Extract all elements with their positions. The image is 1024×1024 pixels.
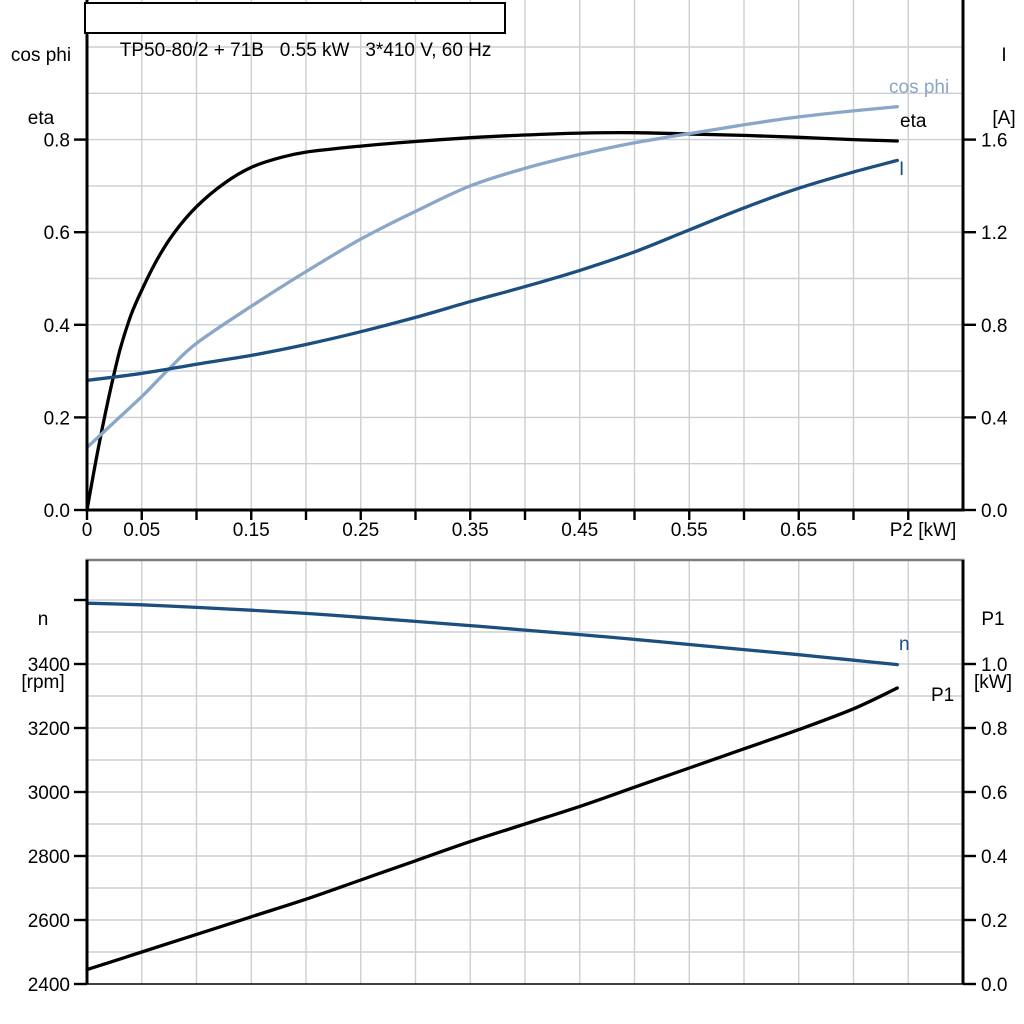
- chart-title: TP50-80/2 + 71B 0.55 kW 3*410 V, 60 Hz: [119, 40, 492, 61]
- eta-curve-label: eta: [900, 111, 927, 132]
- bottom-right-axis-header: P1 [kW]: [966, 567, 1020, 735]
- speed-curve-label: n: [899, 634, 910, 655]
- right-tick-label: 0.4: [981, 408, 1008, 429]
- curve-eta: [85, 130, 899, 512]
- left-tick-label: 0.2: [44, 408, 70, 429]
- right-tick-label: 0.8: [981, 316, 1007, 337]
- x-tick-label: 0.05: [123, 520, 160, 541]
- left-tick-label: 3400: [28, 655, 70, 676]
- left-tick-label: 2800: [28, 847, 70, 868]
- bottom-left-axis-header: n [rpm]: [2, 567, 84, 735]
- curve-n: [85, 601, 899, 667]
- current-axis-unit: [A]: [992, 108, 1016, 129]
- power-axis-unit: [kW]: [974, 672, 1012, 693]
- right-tick-label: 1.6: [981, 131, 1007, 152]
- x-tick-label: 0.65: [780, 520, 817, 541]
- curve-I: [85, 158, 899, 383]
- current-curve-label: I: [899, 159, 905, 180]
- left-tick-label: 3000: [28, 783, 70, 804]
- curve-P1: [85, 686, 899, 972]
- x-tick-label: 0.35: [452, 520, 489, 541]
- x-tick-label: 0.55: [671, 520, 708, 541]
- left-tick-label: 0.6: [44, 223, 70, 244]
- right-tick-label: 0.0: [981, 975, 1007, 996]
- curve-cos-phi: [85, 105, 899, 450]
- power-curve-label: P1: [931, 685, 955, 706]
- top-left-axis-header: cos phi eta: [0, 3, 82, 171]
- left-tick-label: 3200: [28, 719, 70, 740]
- left-tick-label: 0.4: [44, 316, 71, 337]
- current-axis-title: I: [1001, 45, 1007, 66]
- eta-axis-title: eta: [27, 108, 55, 129]
- top-right-axis-header: I [A]: [980, 3, 1024, 171]
- x-tick-label: 0.45: [561, 520, 598, 541]
- right-tick-label: 0.8: [981, 719, 1007, 740]
- x-tick-label: 0: [82, 520, 93, 541]
- speed-axis-title: n: [37, 609, 49, 630]
- cos-phi-axis-title: cos phi: [10, 45, 72, 66]
- left-tick-label: 0.0: [44, 501, 70, 522]
- power-axis-title: P1: [981, 609, 1005, 630]
- right-tick-label: 1.0: [981, 655, 1007, 676]
- left-tick-label: 2400: [28, 975, 70, 996]
- x-tick-label: 0.15: [233, 520, 270, 541]
- chart-title-box: TP50-80/2 + 71B 0.55 kW 3*410 V, 60 Hz: [84, 2, 507, 61]
- cos-phi-curve-label: cos phi: [889, 77, 950, 98]
- right-tick-label: 0.6: [981, 783, 1007, 804]
- left-tick-label: 0.8: [44, 131, 70, 152]
- right-tick-label: 0.4: [981, 847, 1008, 868]
- x-axis-title: P2 [kW]: [890, 520, 957, 541]
- right-tick-label: 0.0: [981, 501, 1007, 522]
- x-tick-label: 0.25: [342, 520, 379, 541]
- left-tick-label: 2600: [28, 911, 70, 932]
- speed-axis-unit: [rpm]: [21, 672, 65, 693]
- right-tick-label: 1.2: [981, 223, 1007, 244]
- right-tick-label: 0.2: [981, 911, 1007, 932]
